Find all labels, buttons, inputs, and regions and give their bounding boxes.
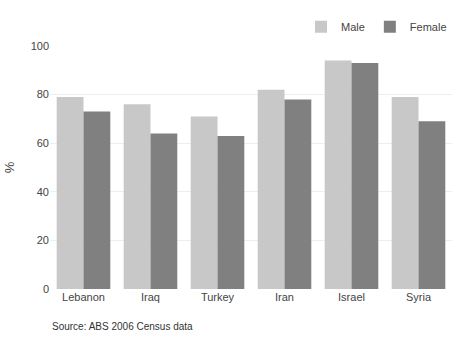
svg-text:80: 80 (37, 88, 49, 100)
svg-text:Lebanon: Lebanon (62, 291, 105, 303)
svg-text:Female: Female (410, 21, 447, 33)
svg-text:60: 60 (37, 137, 49, 149)
svg-text:Iran: Iran (275, 291, 294, 303)
svg-text:40: 40 (37, 186, 49, 198)
svg-text:20: 20 (37, 234, 49, 246)
svg-text:Turkey: Turkey (201, 291, 235, 303)
svg-text:%: % (2, 161, 17, 173)
svg-text:100: 100 (31, 40, 49, 52)
svg-text:Male: Male (341, 21, 365, 33)
svg-text:Iraq: Iraq (141, 291, 160, 303)
svg-text:Source: ABS 2006 Census data: Source: ABS 2006 Census data (52, 321, 193, 332)
svg-text:Syria: Syria (406, 291, 432, 303)
svg-text:0: 0 (43, 283, 49, 295)
svg-text:Israel: Israel (338, 291, 365, 303)
